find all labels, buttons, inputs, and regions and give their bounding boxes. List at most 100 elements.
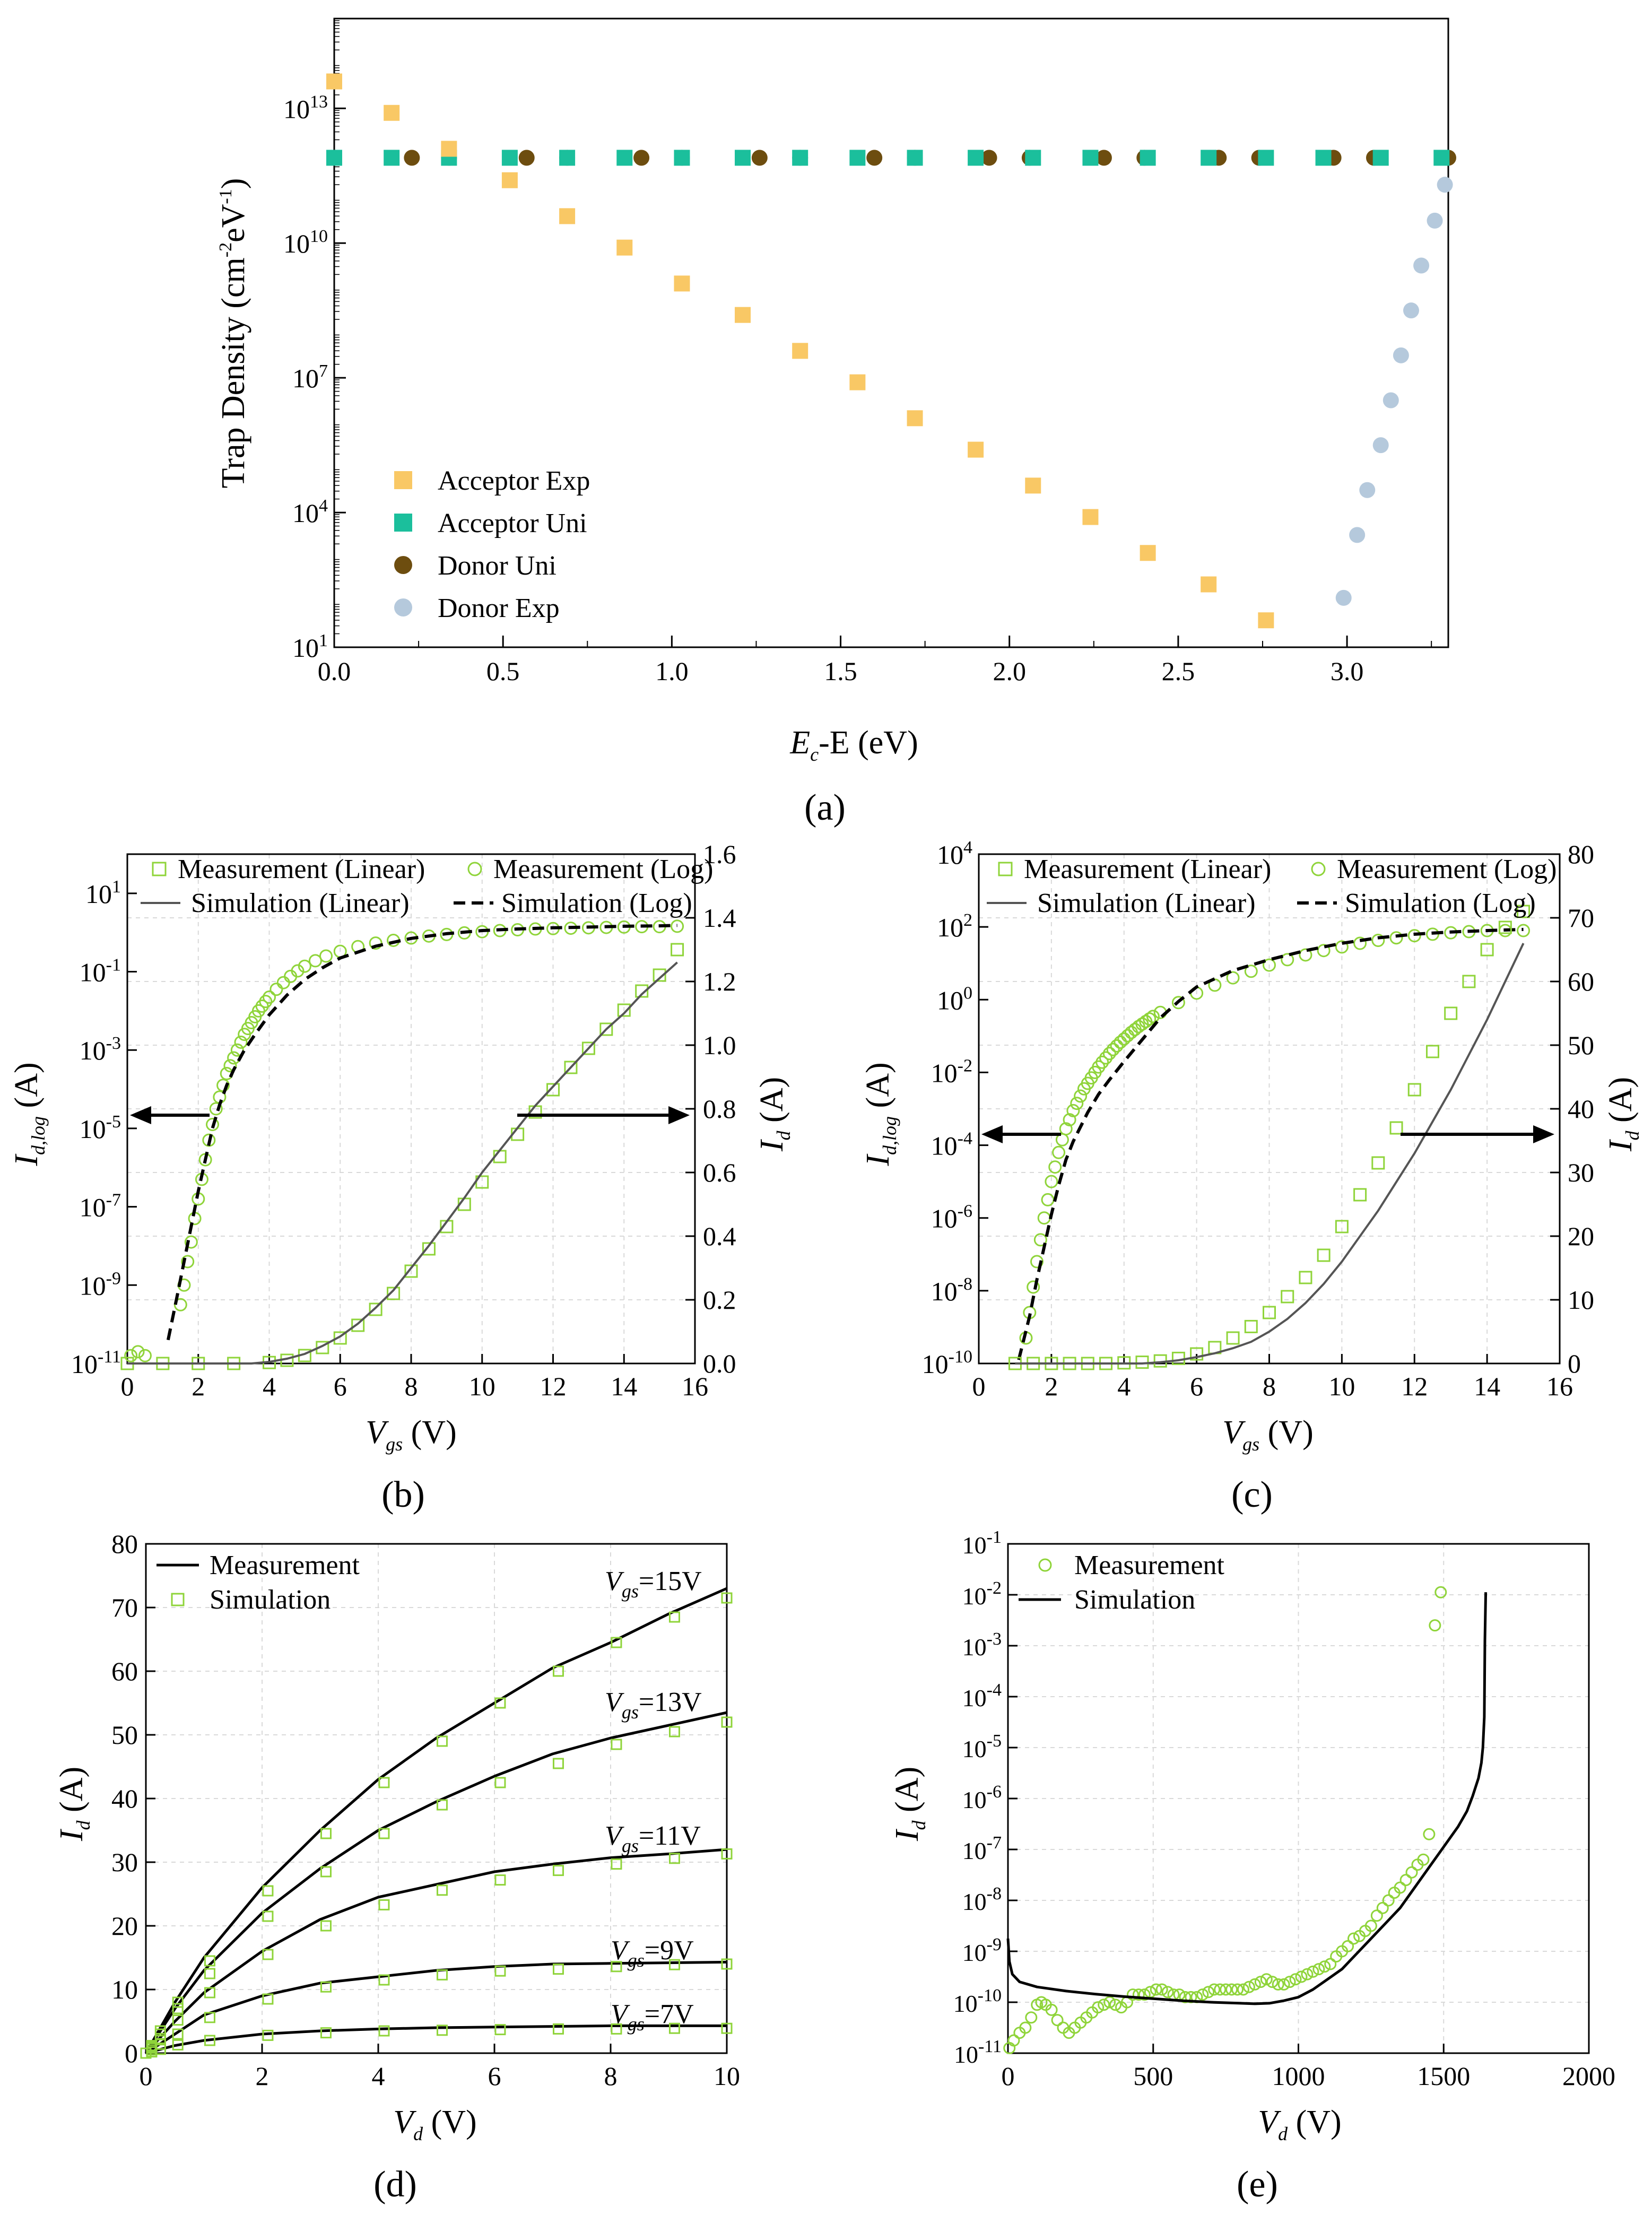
e-x-tick-label: 1500: [1417, 2061, 1470, 2091]
c-yl-tick-label: 10-10: [922, 1347, 972, 1379]
c-legend-label: Measurement (Log): [1337, 854, 1557, 884]
b-point-0: [259, 995, 273, 1009]
d-sim-point-4: [436, 2025, 448, 2036]
d-measurement-line-2: [145, 1848, 727, 2054]
c-point-2: [1281, 1290, 1294, 1304]
d-x-tick-label: 4: [372, 2061, 385, 2091]
d-x-tick-label: 6: [488, 2061, 501, 2091]
a-legend-swatch: [394, 514, 412, 532]
d-y-tick-label: 20: [111, 1911, 138, 1941]
d-sim-point-0: [721, 1592, 733, 1604]
e-measurement-point: [1231, 1983, 1244, 1996]
c-point-0: [1407, 929, 1421, 943]
d-sim-point-3: [552, 1964, 564, 1975]
c-point-0: [1037, 1211, 1051, 1225]
c-point-0: [1143, 1012, 1157, 1026]
d-sim-point-1: [204, 1968, 215, 1979]
c-point-2: [1407, 1083, 1421, 1097]
c-y-right-title: Id (A): [1603, 1077, 1643, 1152]
c-point-0: [1033, 1233, 1047, 1247]
a-legend-swatch: [394, 598, 412, 616]
a-point-2: [404, 150, 420, 166]
d-sim-point-4: [172, 2039, 184, 2051]
c-point-2: [1299, 1271, 1312, 1284]
a-point-3: [1403, 302, 1419, 319]
a-point-1: [968, 150, 984, 166]
a-x-tick-label: 1.0: [655, 656, 689, 686]
e-measurement-point: [1254, 1976, 1267, 1988]
d-sim-point-3: [320, 1981, 332, 1993]
a-point-1: [1315, 150, 1332, 166]
c-point-0: [1146, 1010, 1160, 1023]
d-sim-point-3: [721, 1958, 733, 1970]
d-x-axis-title: Vd (V): [393, 2104, 476, 2144]
c-point-0: [1030, 1255, 1044, 1269]
b-point-2: [671, 943, 684, 957]
e-measurement-point: [1214, 1983, 1227, 1996]
c-legend: Measurement (Linear) Measurement (Log) Sim…: [987, 854, 1557, 918]
e-data-marks: [1003, 1586, 1488, 2054]
d-y-tick-label: 30: [111, 1847, 138, 1877]
b-legend: Measurement (Linear) Measurement (Log) Sim…: [141, 854, 713, 918]
a-point-0: [616, 239, 633, 256]
e-measurement-point: [1237, 1983, 1249, 1996]
c-point-0: [1389, 931, 1403, 945]
e-measurement-point: [1007, 2034, 1020, 2047]
e-measurement-point: [1179, 1991, 1192, 2003]
d-sim-point-4: [552, 2023, 564, 2035]
c-point-0: [1106, 1042, 1120, 1056]
b-legend-swatch: [152, 862, 167, 876]
e-measurement-point: [1098, 1999, 1110, 2011]
c-point-0: [1171, 996, 1185, 1010]
e-measurement-point: [1045, 2003, 1058, 2016]
b-x-tick-label: 16: [682, 1371, 708, 1401]
c-point-0: [1059, 1122, 1073, 1136]
d-sim-point-2: [378, 1899, 390, 1910]
c-point-2: [1171, 1351, 1185, 1365]
b-yr-tick-label: 0.4: [703, 1221, 736, 1251]
a-point-1: [616, 150, 633, 166]
c-point-2: [1335, 1220, 1349, 1233]
b-point-0: [269, 983, 283, 996]
c-line-1: [1017, 927, 1524, 1360]
d-sim-point-1: [378, 1828, 390, 1839]
c-x-axis-title: Vgs (V): [1222, 1414, 1313, 1455]
a-x-tick-label: 0.5: [486, 656, 520, 686]
c-point-0: [1070, 1097, 1084, 1110]
b-yl-tick-label: 101: [85, 877, 121, 909]
a-y-tick-label: 104: [292, 496, 328, 528]
a-point-1: [1258, 150, 1274, 166]
a-point-0: [792, 343, 808, 359]
c-point-0: [1281, 953, 1294, 967]
c-x-tick-label: 6: [1190, 1371, 1203, 1401]
e-measurement-point: [1283, 1976, 1296, 1988]
a-point-2: [633, 150, 650, 166]
c-point-0: [1095, 1055, 1109, 1069]
b-point-2: [617, 1003, 631, 1017]
d-legend-swatch: [171, 1593, 185, 1606]
c-point-0: [1045, 1175, 1058, 1188]
a-point-1: [1140, 150, 1156, 166]
c-point-0: [1041, 1193, 1055, 1206]
panel-d: 0 2 4 6 8 10 0 10 20 30 40 50 60 70 80 Measurement Simu…: [54, 1529, 740, 2205]
c-yl-tick-label: 10-4: [931, 1129, 972, 1161]
c-line-3: [1015, 943, 1525, 1365]
b-yr-tick-label: 1.2: [703, 967, 736, 996]
d-sim-point-0: [320, 1828, 332, 1839]
e-measurement-point: [1399, 1874, 1412, 1887]
b-point-0: [671, 919, 684, 933]
d-legend-label: Simulation: [210, 1585, 331, 1615]
c-legend-label: Simulation (Log): [1345, 888, 1536, 918]
c-right-arrow: [1401, 1125, 1554, 1143]
c-x-tick-label: 10: [1328, 1371, 1355, 1401]
b-yr-tick-label: 1.0: [703, 1030, 736, 1060]
b-x-tick-label: 0: [121, 1371, 134, 1401]
b-yr-tick-label: 0.0: [703, 1349, 736, 1378]
d-y-tick-label: 0: [125, 2038, 138, 2068]
c-yr-tick-label: 40: [1568, 1094, 1594, 1124]
b-panel-label: (b): [381, 1474, 425, 1515]
d-sim-point-1: [611, 1739, 622, 1750]
d-sim-point-2: [494, 1874, 506, 1886]
c-yr-tick-label: 10: [1568, 1285, 1594, 1315]
